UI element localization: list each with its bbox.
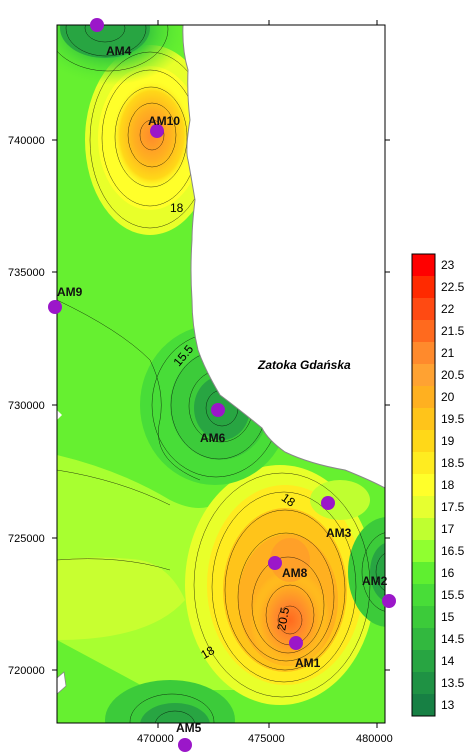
station-AM3[interactable]: AM3 bbox=[321, 496, 352, 540]
legend-swatch bbox=[412, 518, 435, 541]
legend-swatch bbox=[412, 672, 435, 695]
station-AM10[interactable]: AM10 bbox=[148, 114, 180, 138]
station-label: AM1 bbox=[295, 656, 321, 670]
x-tick-label: 470000 bbox=[137, 733, 174, 745]
legend-swatch bbox=[412, 562, 435, 585]
legend-label: 13.5 bbox=[441, 676, 465, 690]
legend-label: 22.5 bbox=[441, 280, 465, 294]
legend-swatch bbox=[412, 540, 435, 563]
legend-label: 15 bbox=[441, 610, 455, 624]
station-label: AM2 bbox=[362, 574, 388, 588]
station-label: AM8 bbox=[282, 566, 308, 580]
legend-swatch bbox=[412, 408, 435, 431]
legend-swatch bbox=[412, 430, 435, 453]
station-label: AM10 bbox=[148, 114, 180, 128]
legend-label: 23 bbox=[441, 258, 455, 272]
legend-label: 19.5 bbox=[441, 412, 465, 426]
station-label: AM9 bbox=[57, 285, 83, 299]
station-marker[interactable] bbox=[48, 300, 62, 314]
legend-swatch bbox=[412, 496, 435, 519]
legend-label: 21.5 bbox=[441, 324, 465, 338]
color-legend: 23 22.5 22 21.5 21 20.5 20 19.5 19 18.5 18 17.5 17 16… bbox=[411, 253, 465, 717]
legend-label: 17 bbox=[441, 522, 455, 536]
legend-swatch bbox=[412, 606, 435, 629]
station-label: AM4 bbox=[106, 44, 132, 58]
legend-swatch bbox=[412, 650, 435, 673]
water-body-label: Zatoka Gdańska bbox=[257, 358, 351, 372]
legend-label: 14 bbox=[441, 654, 455, 668]
legend-frame bbox=[411, 253, 436, 717]
station-AM9[interactable]: AM9 bbox=[48, 285, 83, 314]
station-label: AM5 bbox=[176, 721, 202, 735]
legend-label: 21 bbox=[441, 346, 455, 360]
legend-label: 18.5 bbox=[441, 456, 465, 470]
x-tick-label: 480000 bbox=[356, 733, 393, 745]
station-marker[interactable] bbox=[211, 403, 225, 417]
station-label: AM3 bbox=[326, 526, 352, 540]
station-marker[interactable] bbox=[382, 594, 396, 608]
station-AM5[interactable]: AM5 bbox=[176, 721, 202, 752]
station-marker[interactable] bbox=[150, 124, 164, 138]
legend-label: 20 bbox=[441, 390, 455, 404]
legend-swatch bbox=[412, 320, 435, 343]
legend-label: 13 bbox=[441, 698, 455, 712]
station-AM8[interactable]: AM8 bbox=[268, 556, 308, 580]
station-marker[interactable] bbox=[268, 556, 282, 570]
legend-label: 16 bbox=[441, 566, 455, 580]
legend-swatch bbox=[412, 364, 435, 387]
legend-label: 22 bbox=[441, 302, 455, 316]
land-area bbox=[182, 25, 385, 489]
legend-swatch bbox=[412, 386, 435, 409]
y-tick-label: 730000 bbox=[8, 400, 45, 412]
y-tick-label: 720000 bbox=[8, 665, 45, 677]
station-AM6[interactable]: AM6 bbox=[200, 403, 226, 445]
station-marker[interactable] bbox=[90, 18, 104, 32]
x-tick-label: 475000 bbox=[248, 733, 285, 745]
station-AM2[interactable]: AM2 bbox=[362, 574, 396, 608]
x-axis: 470000 475000 480000 bbox=[137, 20, 393, 745]
station-label: AM6 bbox=[200, 431, 226, 445]
legend-label: 18 bbox=[441, 478, 455, 492]
legend-swatch bbox=[412, 474, 435, 497]
y-tick-label: 725000 bbox=[8, 533, 45, 545]
station-AM1[interactable]: AM1 bbox=[289, 636, 321, 670]
legend-swatch bbox=[412, 452, 435, 475]
station-marker[interactable] bbox=[178, 738, 192, 752]
y-tick-label: 735000 bbox=[8, 267, 45, 279]
legend-label: 14.5 bbox=[441, 632, 465, 646]
legend-swatch bbox=[412, 298, 435, 321]
legend-swatch bbox=[412, 342, 435, 365]
legend-label: 20.5 bbox=[441, 368, 465, 382]
contour-label: 18 bbox=[198, 643, 217, 662]
contour-label: 18 bbox=[170, 201, 184, 215]
legend-label: 15.5 bbox=[441, 588, 465, 602]
y-axis: 740000 735000 730000 725000 720000 bbox=[8, 135, 390, 677]
legend-swatch bbox=[412, 276, 435, 299]
legend-label: 19 bbox=[441, 434, 455, 448]
contour-field bbox=[57, 25, 385, 723]
legend-swatch bbox=[412, 694, 435, 717]
legend-label: 17.5 bbox=[441, 500, 465, 514]
legend-label: 16.5 bbox=[441, 544, 465, 558]
station-marker[interactable] bbox=[289, 636, 303, 650]
map-frame bbox=[56, 24, 386, 724]
contour-label: 20.5 bbox=[274, 606, 292, 632]
legend-swatch bbox=[412, 584, 435, 607]
y-tick-label: 740000 bbox=[8, 135, 45, 147]
station-marker[interactable] bbox=[321, 496, 335, 510]
station-AM4[interactable]: AM4 bbox=[90, 18, 132, 58]
legend-swatch bbox=[412, 628, 435, 651]
legend-swatch bbox=[412, 254, 435, 277]
